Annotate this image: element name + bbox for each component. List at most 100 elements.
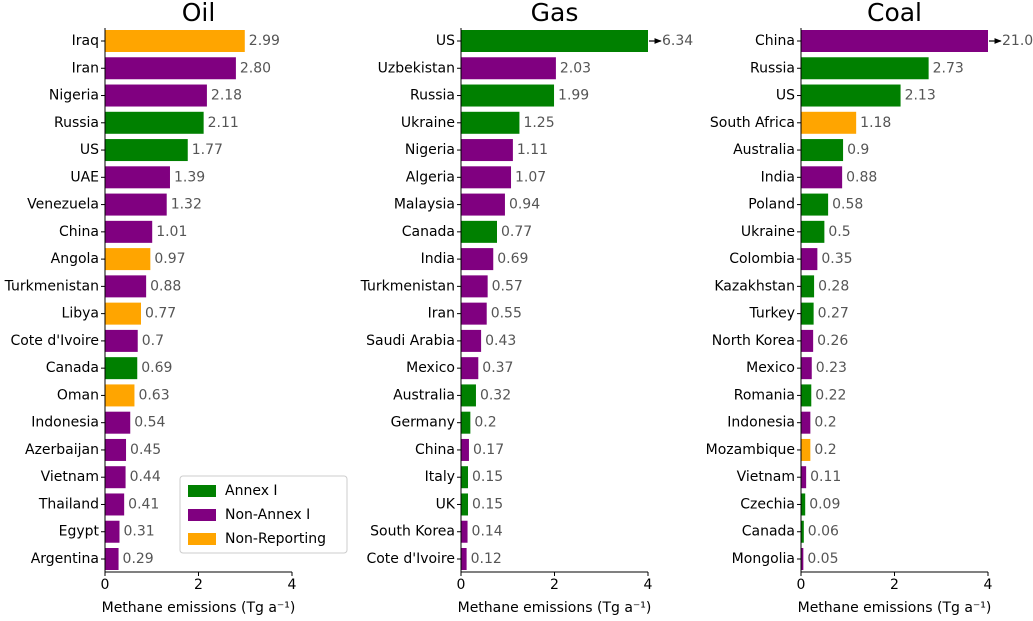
x-tick-label: 2 xyxy=(550,577,559,593)
bar xyxy=(461,438,469,461)
bar xyxy=(105,248,151,271)
bar xyxy=(461,548,467,570)
bar xyxy=(801,139,844,162)
x-tick-label: 2 xyxy=(890,577,899,593)
y-tick-label: Germany xyxy=(391,415,455,431)
value-label: 1.11 xyxy=(517,142,548,158)
value-label: 0.97 xyxy=(154,251,185,267)
y-tick-label: Mexico xyxy=(746,360,795,376)
bar xyxy=(461,493,469,516)
bar xyxy=(801,329,814,352)
bar xyxy=(105,30,245,52)
y-tick-label: Oman xyxy=(57,387,99,403)
bar xyxy=(105,329,138,352)
y-tick-label: UAE xyxy=(70,169,99,185)
chart-title: Coal xyxy=(867,0,922,27)
bar xyxy=(105,166,170,189)
value-label: 1.39 xyxy=(174,169,205,185)
value-label: 2.99 xyxy=(249,33,280,49)
y-tick-label: Turkmenistan xyxy=(360,278,455,294)
y-tick-label: Turkey xyxy=(748,306,795,322)
value-label: 0.69 xyxy=(141,360,172,376)
value-label: 1.07 xyxy=(515,169,546,185)
value-label: 1.01 xyxy=(156,224,187,240)
value-label: 0.41 xyxy=(128,496,159,512)
value-label: 1.99 xyxy=(558,88,589,104)
value-label: 0.37 xyxy=(482,360,513,376)
value-label: 0.17 xyxy=(473,442,504,458)
x-tick-label: 4 xyxy=(644,577,653,593)
value-label: 0.2 xyxy=(814,442,836,458)
x-tick-label: 4 xyxy=(288,577,297,593)
y-tick-label: Turkmenistan xyxy=(4,278,99,294)
bar xyxy=(801,438,811,461)
y-tick-label: Vietnam xyxy=(41,469,99,485)
y-tick-label: India xyxy=(761,169,795,185)
y-tick-label: South Africa xyxy=(710,115,795,131)
value-label: 2.73 xyxy=(933,60,964,76)
bar xyxy=(105,520,120,543)
value-label: 0.12 xyxy=(471,551,502,567)
value-label: 0.35 xyxy=(821,251,852,267)
value-label: 0.88 xyxy=(846,169,877,185)
bar xyxy=(461,329,482,352)
x-tick-label: 0 xyxy=(457,577,466,593)
bar xyxy=(105,84,207,107)
value-label: 0.28 xyxy=(818,278,849,294)
x-axis-label: Methane emissions (Tg a⁻¹) xyxy=(458,600,652,616)
bar xyxy=(461,139,513,162)
y-tick-label: China xyxy=(755,33,795,49)
y-tick-label: Poland xyxy=(748,197,795,213)
y-tick-label: Saudi Arabia xyxy=(366,333,455,349)
y-tick-label: Nigeria xyxy=(405,142,455,158)
value-label: 0.77 xyxy=(145,306,176,322)
y-tick-label: Iran xyxy=(428,306,455,322)
value-label: 0.94 xyxy=(509,197,540,213)
legend-swatch xyxy=(188,485,216,497)
y-tick-label: China xyxy=(415,442,455,458)
bar xyxy=(461,411,471,434)
x-axis-label: Methane emissions (Tg a⁻¹) xyxy=(798,600,992,616)
bar xyxy=(461,30,648,52)
y-tick-label: Nigeria xyxy=(49,88,99,104)
bar xyxy=(801,384,812,407)
value-label: 0.14 xyxy=(472,524,503,540)
value-label: 0.29 xyxy=(123,551,154,567)
value-label: 0.06 xyxy=(808,524,839,540)
bar xyxy=(461,275,488,298)
value-label: 0.7 xyxy=(142,333,164,349)
value-label: 1.32 xyxy=(171,197,202,213)
y-tick-label: Kazakhstan xyxy=(714,278,795,294)
bar xyxy=(461,466,469,489)
chart-title: Oil xyxy=(182,0,216,27)
y-tick-label: North Korea xyxy=(712,333,795,349)
value-label: 2.11 xyxy=(208,115,239,131)
bar xyxy=(461,193,505,216)
y-tick-label: Ukraine xyxy=(741,224,795,240)
value-label: 0.26 xyxy=(817,333,848,349)
value-label: 0.69 xyxy=(497,251,528,267)
value-label: 0.45 xyxy=(130,442,161,458)
value-label: 0.63 xyxy=(138,387,169,403)
value-label: 0.2 xyxy=(814,415,836,431)
value-label: 6.34 xyxy=(662,33,693,49)
y-tick-label: Romania xyxy=(734,387,795,403)
bar xyxy=(461,57,556,80)
bar xyxy=(801,466,807,489)
value-label: 0.58 xyxy=(832,197,863,213)
bar xyxy=(801,302,814,325)
y-tick-label: Argentina xyxy=(31,551,99,567)
value-label: 0.2 xyxy=(474,415,496,431)
bar xyxy=(461,84,555,107)
x-tick-label: 0 xyxy=(797,577,806,593)
y-tick-label: Iran xyxy=(72,60,99,76)
y-tick-label: US xyxy=(436,33,455,49)
value-label: 0.54 xyxy=(134,415,165,431)
y-tick-label: Canada xyxy=(402,224,455,240)
y-tick-label: Mozambique xyxy=(706,442,795,458)
value-label: 1.77 xyxy=(192,142,223,158)
value-label: 1.18 xyxy=(860,115,891,131)
bar xyxy=(801,275,815,298)
y-tick-label: Libya xyxy=(62,306,99,322)
